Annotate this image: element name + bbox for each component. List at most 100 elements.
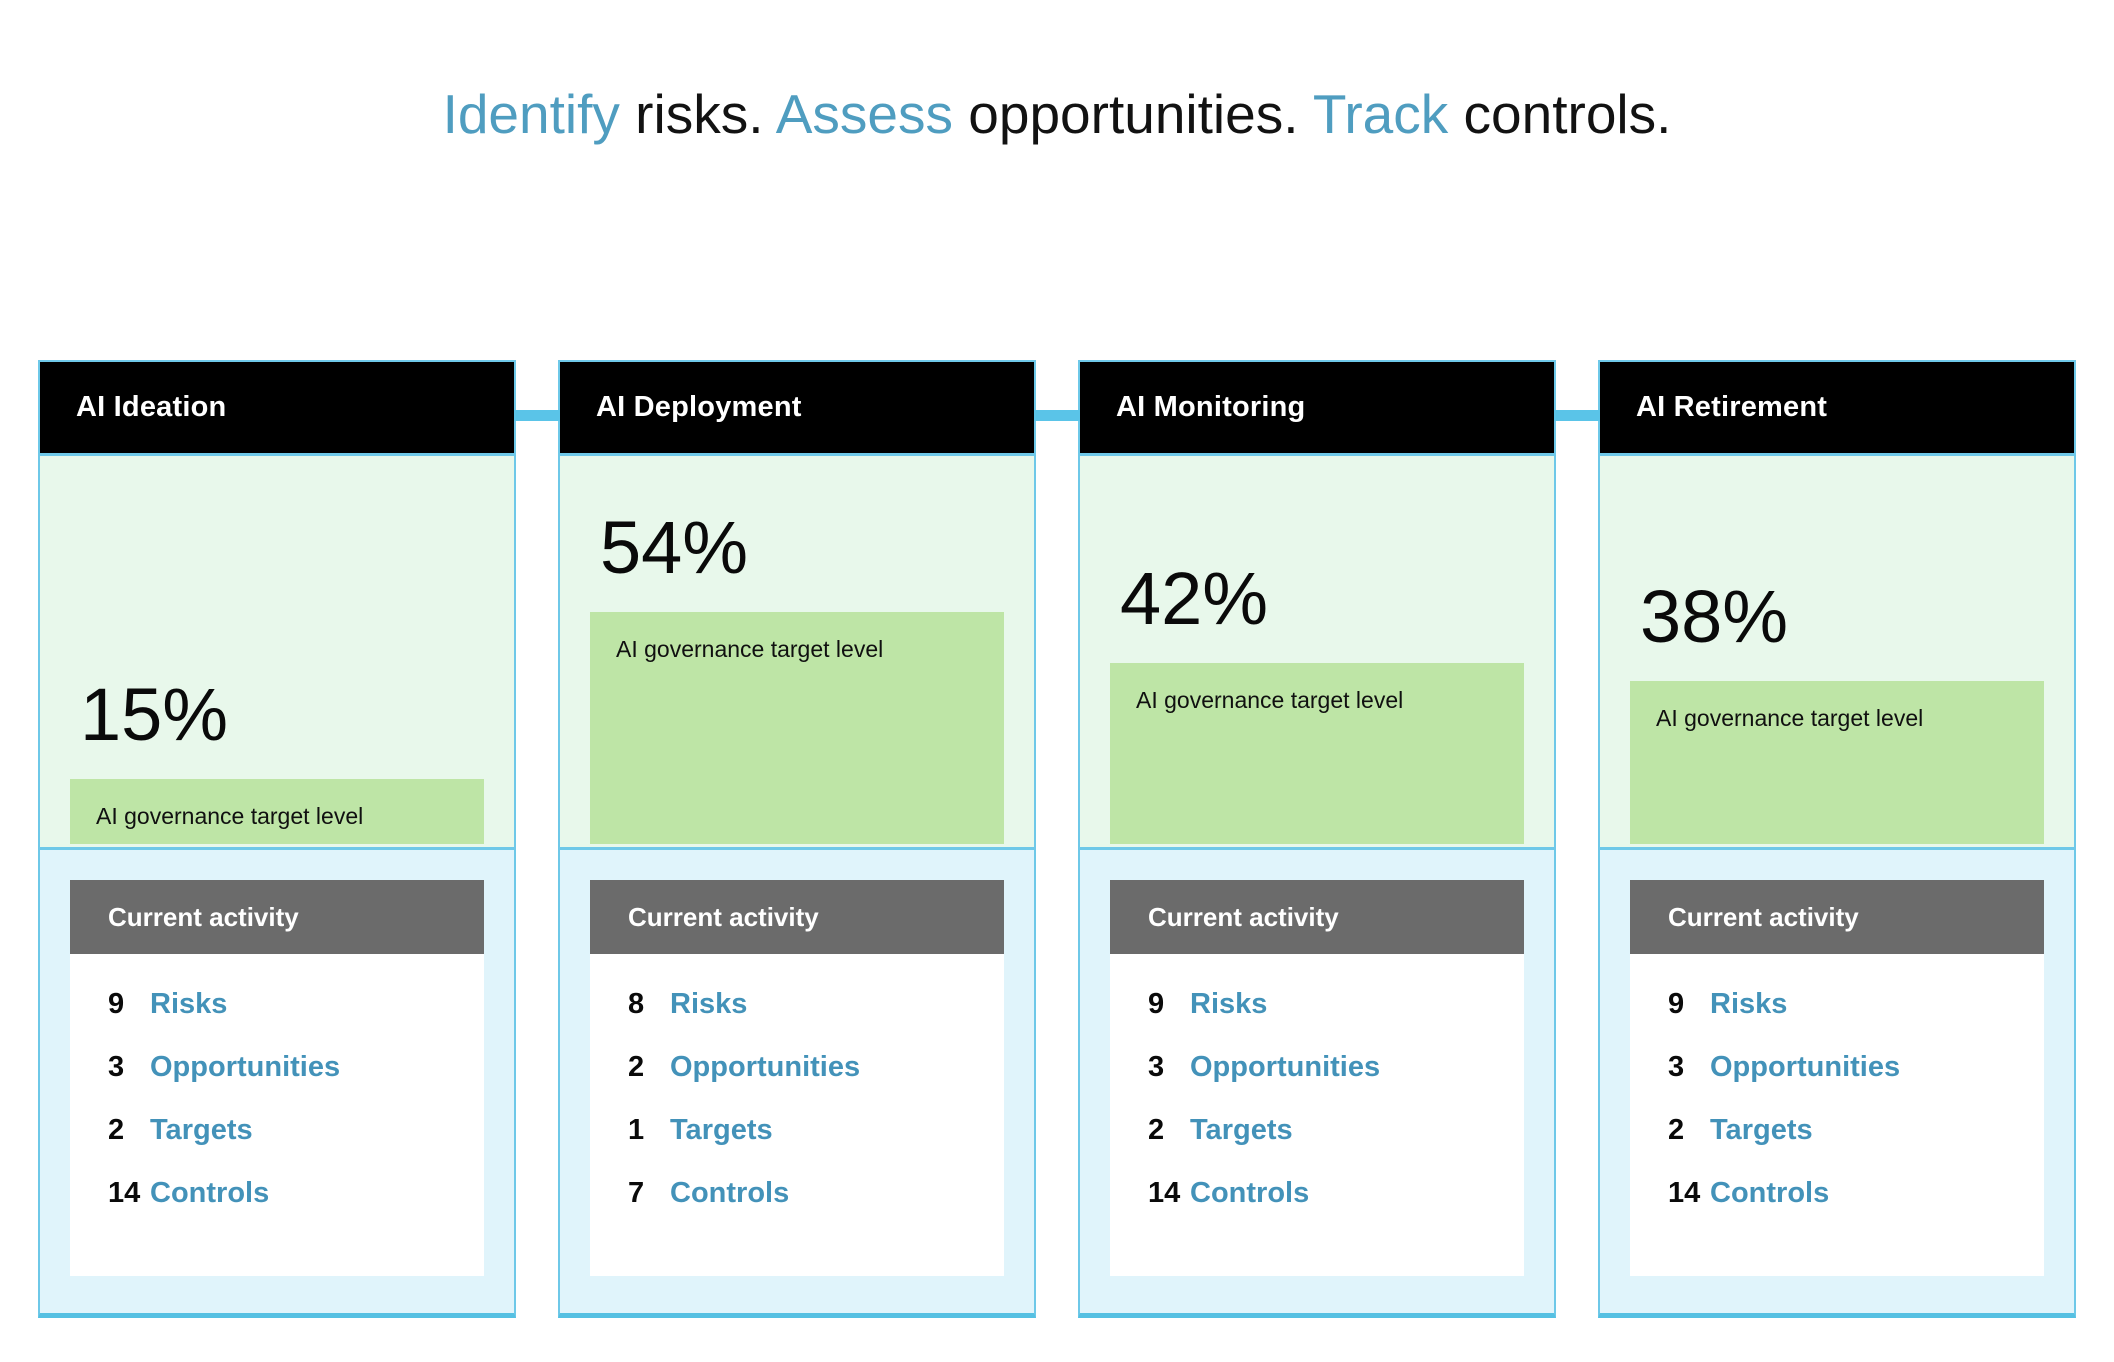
stat-count: 7 <box>628 1177 645 1209</box>
target-percent-value: 54% <box>600 506 749 589</box>
governance-target-section: 54% AI governance target level <box>560 456 1034 850</box>
stat-link[interactable]: Targets <box>670 1114 773 1146</box>
title-text-segment: controls. <box>1448 83 1672 145</box>
current-activity-header: Current activity <box>70 880 484 954</box>
stat-row-controls: 7 Controls <box>628 1177 1004 1240</box>
target-level-bar: AI governance target level <box>1110 663 1524 844</box>
stat-row-controls: 14 Controls <box>1668 1177 2044 1240</box>
stage-header: AI Monitoring <box>1080 362 1554 456</box>
title-accent-segment: Track <box>1312 83 1449 145</box>
stage-header: AI Deployment <box>560 362 1034 456</box>
stat-link[interactable]: Targets <box>1190 1114 1293 1146</box>
stat-link[interactable]: Opportunities <box>1190 1051 1381 1083</box>
stat-count: 1 <box>628 1114 645 1146</box>
target-level-bar: AI governance target level <box>70 779 484 844</box>
stat-link[interactable]: Targets <box>1710 1114 1813 1146</box>
stat-count: 8 <box>628 988 645 1020</box>
stat-count: 3 <box>108 1051 125 1083</box>
stage-card-ai-retirement: AI Retirement 38% AI governance target l… <box>1554 360 2076 1318</box>
stat-link[interactable]: Risks <box>1190 988 1268 1020</box>
stage-card-ai-ideation: AI Ideation 15% AI governance target lev… <box>38 360 516 1318</box>
stat-count: 2 <box>108 1114 125 1146</box>
stat-row-risks: 8 Risks <box>628 988 1004 1051</box>
stat-link[interactable]: Opportunities <box>150 1051 341 1083</box>
stage-title: AI Monitoring <box>1116 391 1306 423</box>
title-accent-segment: Identify <box>442 83 620 145</box>
stage-title: AI Deployment <box>596 391 802 423</box>
stat-count: 2 <box>628 1051 645 1083</box>
stage-connector-line <box>514 410 560 421</box>
target-level-label: AI governance target level <box>1136 687 1404 713</box>
stage-title: AI Retirement <box>1636 391 1828 423</box>
stat-row-opportunities: 3 Opportunities <box>1148 1051 1524 1114</box>
current-activity-title: Current activity <box>628 901 819 932</box>
stat-row-risks: 9 Risks <box>1148 988 1524 1051</box>
stat-link[interactable]: Targets <box>150 1114 253 1146</box>
stat-row-targets: 2 Targets <box>1148 1114 1524 1177</box>
current-activity-header: Current activity <box>590 880 1004 954</box>
current-activity-panel: Current activity 8 Risks 2 Opportunities… <box>590 880 1004 1276</box>
current-activity-title: Current activity <box>108 901 299 932</box>
stage-card-ai-monitoring: AI Monitoring 42% AI governance target l… <box>1034 360 1556 1318</box>
stat-row-opportunities: 2 Opportunities <box>628 1051 1004 1114</box>
stage-cards: AI Ideation 15% AI governance target lev… <box>38 360 2076 1318</box>
current-activity-section: Current activity 9 Risks 3 Opportunities… <box>1600 850 2074 1313</box>
title-text-segment: risks. <box>619 83 776 145</box>
stat-count: 9 <box>108 988 125 1020</box>
governance-target-section: 42% AI governance target level <box>1080 456 1554 850</box>
current-activity-header: Current activity <box>1630 880 2044 954</box>
stat-link[interactable]: Controls <box>150 1177 270 1209</box>
stat-link[interactable]: Controls <box>1710 1177 1830 1209</box>
stat-count: 14 <box>1148 1177 1181 1209</box>
current-activity-title: Current activity <box>1148 901 1339 932</box>
stat-link[interactable]: Risks <box>670 988 748 1020</box>
stat-link[interactable]: Risks <box>1710 988 1788 1020</box>
stat-count: 9 <box>1668 988 1685 1020</box>
stage-connector-line <box>1554 410 1600 421</box>
title-accent-segment: Assess <box>775 83 954 145</box>
activity-stats-list: 9 Risks 3 Opportunities 2 Targets 14 Con… <box>1110 954 1524 1240</box>
target-level-label: AI governance target level <box>616 636 884 662</box>
governance-target-section: 38% AI governance target level <box>1600 456 2074 850</box>
stat-row-targets: 1 Targets <box>628 1114 1004 1177</box>
stat-link[interactable]: Controls <box>1190 1177 1310 1209</box>
activity-stats-list: 9 Risks 3 Opportunities 2 Targets 14 Con… <box>1630 954 2044 1240</box>
current-activity-header: Current activity <box>1110 880 1524 954</box>
stat-row-opportunities: 3 Opportunities <box>108 1051 484 1114</box>
stat-row-opportunities: 3 Opportunities <box>1668 1051 2044 1114</box>
stat-row-targets: 2 Targets <box>1668 1114 2044 1177</box>
current-activity-title: Current activity <box>1668 901 1859 932</box>
stat-row-controls: 14 Controls <box>108 1177 484 1240</box>
stage-connector-line <box>1034 410 1080 421</box>
stage-card-ai-deployment: AI Deployment 54% AI governance target l… <box>514 360 1036 1318</box>
target-percent-value: 38% <box>1640 575 1789 658</box>
stat-row-controls: 14 Controls <box>1148 1177 1524 1240</box>
page-title: Identify risks. Assess opportunities. Tr… <box>0 83 2114 146</box>
stat-count: 9 <box>1148 988 1165 1020</box>
stage-header: AI Retirement <box>1600 362 2074 456</box>
title-text-segment: opportunities. <box>953 83 1313 145</box>
current-activity-section: Current activity 9 Risks 3 Opportunities… <box>40 850 514 1313</box>
stat-count: 3 <box>1668 1051 1685 1083</box>
current-activity-section: Current activity 9 Risks 3 Opportunities… <box>1080 850 1554 1313</box>
governance-target-section: 15% AI governance target level <box>40 456 514 850</box>
stat-count: 14 <box>108 1177 141 1209</box>
target-level-bar: AI governance target level <box>1630 681 2044 844</box>
current-activity-section: Current activity 8 Risks 2 Opportunities… <box>560 850 1034 1313</box>
stat-link[interactable]: Controls <box>670 1177 790 1209</box>
stat-link[interactable]: Opportunities <box>670 1051 861 1083</box>
stage-title: AI Ideation <box>76 391 227 423</box>
stage-header: AI Ideation <box>40 362 514 456</box>
target-percent-value: 42% <box>1120 557 1269 640</box>
target-level-label: AI governance target level <box>1656 705 1924 731</box>
stat-link[interactable]: Opportunities <box>1710 1051 1901 1083</box>
stat-count: 2 <box>1148 1114 1165 1146</box>
stat-count: 3 <box>1148 1051 1165 1083</box>
stat-row-risks: 9 Risks <box>1668 988 2044 1051</box>
stat-link[interactable]: Risks <box>150 988 228 1020</box>
target-level-bar: AI governance target level <box>590 612 1004 844</box>
activity-stats-list: 8 Risks 2 Opportunities 1 Targets 7 Cont… <box>590 954 1004 1240</box>
stat-count: 14 <box>1668 1177 1701 1209</box>
stat-row-risks: 9 Risks <box>108 988 484 1051</box>
